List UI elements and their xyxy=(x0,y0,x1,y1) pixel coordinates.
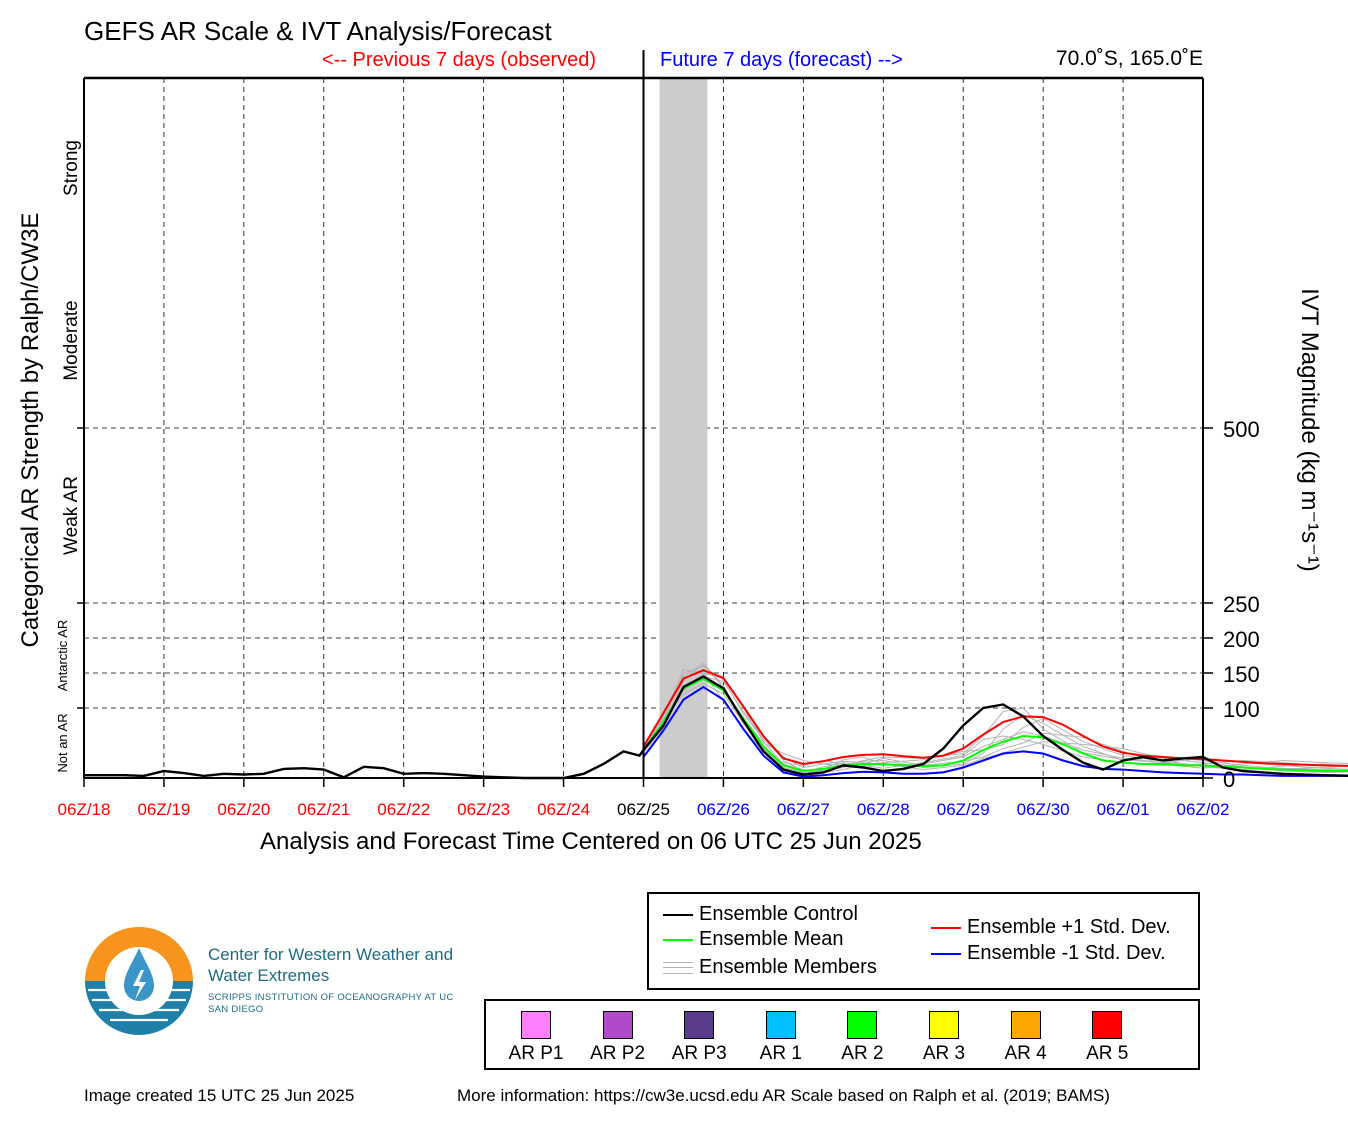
minus-sd-line-swatch xyxy=(931,952,961,955)
ar-scale-swatch xyxy=(684,1011,715,1039)
y-tick-label-right: 250 xyxy=(1223,592,1260,617)
x-tick-label: 06Z/21 xyxy=(297,800,350,819)
legend-label: Ensemble Mean xyxy=(699,928,844,950)
ar-scale-item: AR 3 xyxy=(904,1011,984,1065)
x-tick-label: 06Z/19 xyxy=(137,800,190,819)
ar-scale-swatch xyxy=(847,1011,878,1039)
x-tick-label: 06Z/18 xyxy=(58,800,111,819)
legend-item-members: Ensemble Members xyxy=(663,956,877,979)
category-label: Not an AR xyxy=(55,713,70,772)
location-label: 70.0˚S, 165.0˚E xyxy=(1055,47,1203,70)
ar-scale-swatch xyxy=(929,1011,959,1039)
ar-scale-label: AR 3 xyxy=(922,1043,966,1064)
future-days-label: Future 7 days (forecast) --> xyxy=(660,49,903,71)
y-tick-label-right: 0 xyxy=(1223,767,1235,792)
chart-title: GEFS AR Scale & IVT Analysis/Forecast xyxy=(84,16,552,46)
ar-scale-item: AR 5 xyxy=(1067,1011,1147,1065)
y-tick-label-right: 200 xyxy=(1223,627,1260,652)
ar-scale-item: AR P2 xyxy=(578,1011,658,1065)
previous-days-label: <-- Previous 7 days (observed) xyxy=(322,49,597,71)
ar-scale-item: AR 2 xyxy=(822,1011,902,1065)
x-tick-label: 06Z/01 xyxy=(1097,800,1150,819)
series-layer xyxy=(84,669,1348,780)
x-axis-label: Analysis and Forecast Time Centered on 0… xyxy=(260,828,922,855)
ar-scale-item: AR 4 xyxy=(986,1011,1066,1065)
cw3e-logo-icon xyxy=(85,927,193,1035)
ar-scale-label: AR 1 xyxy=(759,1043,802,1064)
ar-scale-swatch xyxy=(765,1011,796,1039)
x-tick-label: 06Z/22 xyxy=(377,800,430,819)
x-tick-label: 06Z/02 xyxy=(1177,800,1230,819)
ar-scale-label: AR 2 xyxy=(841,1043,884,1064)
ar-scale-label: AR 4 xyxy=(1004,1043,1047,1064)
ivt-chart: 06Z/18 06Z/19 06Z/20 06Z/21 06Z/22 06Z/23 06Z/… xyxy=(17,50,1348,819)
legend-label: Ensemble +1 Std. Dev. xyxy=(967,916,1171,938)
x-tick-label: 06Z/26 xyxy=(697,800,750,819)
legend-item-minus-sd: Ensemble -1 Std. Dev. xyxy=(931,942,1166,965)
ar-scale-swatch xyxy=(602,1011,633,1039)
ensemble-member-line xyxy=(643,665,1348,771)
x-tick-label: 06Z/23 xyxy=(457,800,510,819)
y-tick-label-right: 150 xyxy=(1223,662,1260,687)
x-tick-label: 06Z/20 xyxy=(217,800,270,819)
category-label: Weak AR xyxy=(61,476,82,555)
ar-scale-legend: AR P1 AR P2 AR P3 AR 1 AR 2 AR 3 AR 4 AR 5 xyxy=(484,999,1200,1070)
control-line-swatch xyxy=(663,913,693,916)
legend-label: Ensemble Control xyxy=(699,903,858,925)
ar-scale-label: AR P3 xyxy=(671,1043,727,1064)
plus-sd-line-swatch xyxy=(931,926,961,929)
mean-line-swatch xyxy=(663,938,693,941)
legend-item-plus-sd: Ensemble +1 Std. Dev. xyxy=(931,916,1171,939)
ar-scale-item: AR P1 xyxy=(496,1011,576,1065)
category-label: Antarctic AR xyxy=(55,620,70,692)
ar-scale-item: AR P3 xyxy=(659,1011,739,1065)
x-tick-label: 06Z/29 xyxy=(937,800,990,819)
legend-label: Ensemble Members xyxy=(699,956,877,978)
x-tick-label: 06Z/28 xyxy=(857,800,910,819)
ensemble-member-line xyxy=(643,672,1348,775)
ar-scale-swatch xyxy=(521,1011,551,1039)
legend: Ensemble Control Ensemble Mean Ensemble … xyxy=(647,892,1200,990)
ensemble-member-line xyxy=(643,675,1348,773)
ar-scale-label: AR 5 xyxy=(1086,1043,1129,1064)
ar-scale-item: AR 1 xyxy=(741,1011,821,1065)
axis-layer: 06Z/18 06Z/19 06Z/20 06Z/21 06Z/22 06Z/23 06Z/… xyxy=(17,50,1323,819)
cw3e-logo xyxy=(84,926,194,1041)
shaded-period xyxy=(659,78,708,778)
category-label: Moderate xyxy=(61,300,82,380)
ar-scale-swatch xyxy=(1010,1011,1041,1039)
x-tick-label: 06Z/25 xyxy=(617,800,670,819)
category-label: Strong xyxy=(61,140,82,196)
ar-scale-swatch xyxy=(1092,1011,1123,1039)
x-tick-label: 06Z/27 xyxy=(777,800,830,819)
org-subtitle: SCRIPPS INSTITUTION OF OCEANOGRAPHY AT U… xyxy=(208,992,454,1015)
x-tick-label: 06Z/30 xyxy=(1017,800,1070,819)
y-tick-label-right: 100 xyxy=(1223,697,1260,722)
ar-scale-label: AR P2 xyxy=(590,1043,646,1064)
series-line-ensemble-mean xyxy=(642,677,1348,773)
y-tick-label-right: 500 xyxy=(1223,417,1260,442)
shaded-period-layer xyxy=(659,78,708,778)
x-tick-label: 06Z/24 xyxy=(537,800,590,819)
org-name: Center for Western Weather and Water Ext… xyxy=(208,945,454,985)
series-line-ensemble-control xyxy=(84,675,1348,780)
ar-scale-label: AR P1 xyxy=(508,1043,564,1064)
legend-item-control: Ensemble Control xyxy=(663,903,858,926)
image-created-label: Image created 15 UTC 25 Jun 2025 xyxy=(84,1086,355,1105)
legend-item-mean: Ensemble Mean xyxy=(663,928,844,951)
legend-label: Ensemble -1 Std. Dev. xyxy=(967,942,1166,964)
y-axis-label-left: Categorical AR Strength by Ralph/CW3E xyxy=(17,213,44,648)
more-info-label: More information: https://cw3e.ucsd.edu … xyxy=(457,1086,1110,1105)
series-line-ensemble-1-std-dev- xyxy=(642,685,1348,778)
members-line-swatch xyxy=(663,961,693,974)
y-axis-label-right: IVT Magnitude (kg m⁻¹s⁻¹) xyxy=(1296,288,1323,572)
